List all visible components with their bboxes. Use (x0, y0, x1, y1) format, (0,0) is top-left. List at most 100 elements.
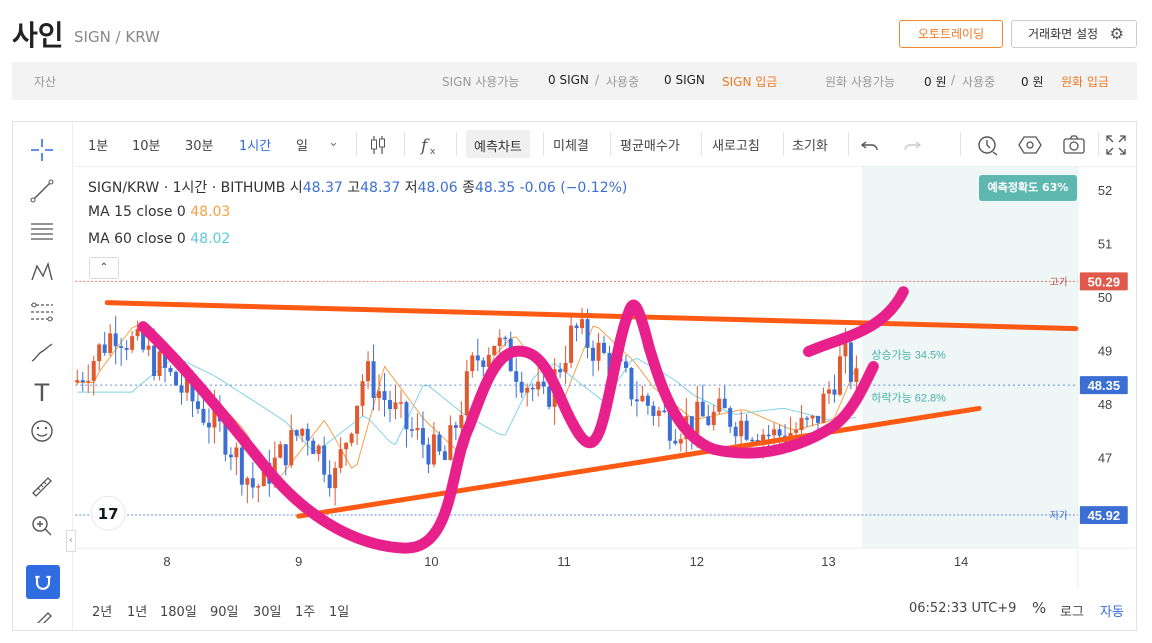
candle-body (234, 447, 239, 458)
range-90d[interactable]: 90일 (210, 605, 239, 620)
candle-body (558, 369, 563, 373)
log-toggle[interactable]: 로그 (1060, 605, 1084, 620)
refresh-button[interactable]: 새로고침 (712, 139, 760, 154)
emoji-icon[interactable] (27, 417, 57, 447)
candle-body (481, 360, 486, 367)
candle-body (141, 328, 146, 350)
collapse-sidebar-button[interactable]: ‹ (66, 530, 76, 552)
divider (960, 132, 961, 156)
fibonacci-icon[interactable] (27, 298, 57, 328)
average-buy-price-button[interactable]: 평균매수가 (620, 139, 680, 154)
candle-body (854, 368, 859, 382)
candle-body (75, 380, 80, 383)
sign-available-value: 0 SIGN (548, 73, 589, 87)
interval-1h[interactable]: 1시간 (239, 139, 272, 154)
range-1d[interactable]: 1일 (329, 605, 350, 620)
legend-close: 48.35 (475, 180, 516, 196)
candle-body (777, 429, 782, 436)
interval-10m[interactable]: 10분 (132, 139, 161, 154)
interval-day[interactable]: 일 (296, 139, 308, 154)
krw-deposit-link[interactable]: 원화 입금 (1061, 75, 1109, 89)
ma15-value: 48.03 (190, 204, 231, 220)
divider (356, 132, 357, 156)
prediction-chart-button[interactable]: 예측차트 (466, 130, 530, 158)
assets-bar: 자산 SIGN 사용가능 0 SIGN / 사용중 0 SIGN SIGN 입금… (12, 62, 1137, 100)
reset-button[interactable]: 초기화 (792, 139, 828, 154)
krw-available-value: 0 원 (924, 75, 947, 89)
legend-title: SIGN/KRW · 1시간 · BITHUMB (88, 180, 286, 196)
krw-in-use-value: 0 원 (1021, 75, 1044, 89)
sign-deposit-link[interactable]: SIGN 입금 (722, 75, 778, 89)
candle-body (843, 342, 848, 357)
candle-body (695, 401, 700, 434)
collapse-legend-button[interactable]: ⌃ (89, 257, 119, 279)
candle-body (832, 389, 837, 395)
price-tick: 49 (1098, 343, 1112, 358)
high-level-value: 50.29 (1088, 274, 1120, 289)
candle-body (415, 428, 420, 431)
candle-body (492, 346, 497, 355)
candle-body (585, 319, 590, 348)
camera-icon[interactable] (1062, 133, 1086, 157)
pattern-icon[interactable] (27, 258, 57, 288)
candle-body (289, 430, 294, 466)
ruler-icon[interactable] (27, 473, 57, 503)
candle-body (239, 447, 244, 485)
candle-body (689, 416, 694, 434)
trading-settings-button[interactable]: 거래화면 설정 ⚙ (1011, 20, 1137, 48)
crosshair-icon[interactable] (27, 136, 57, 166)
alert-clock-icon[interactable] (976, 133, 1000, 157)
legend-change: -0.06 (−0.12%) (519, 180, 628, 196)
interval-30m[interactable]: 30분 (185, 139, 214, 154)
candle-body (124, 347, 129, 350)
magnet-icon[interactable] (26, 565, 60, 599)
candle-body (623, 361, 628, 368)
redo-icon[interactable] (900, 133, 924, 157)
ma60-value: 48.02 (190, 231, 231, 247)
price-chart[interactable]: 고가 50.29 48.35 저가 45.92 52 51 50 49 48 47 8 9 10 11 12… (74, 166, 1137, 588)
chevron-down-icon[interactable]: ⌄ (328, 135, 339, 150)
candle-body (168, 367, 173, 372)
time-tick: 8 (163, 554, 170, 569)
brush-icon[interactable] (27, 339, 57, 369)
candlestick-icon[interactable] (366, 133, 390, 157)
divider (543, 132, 544, 156)
range-30d[interactable]: 30일 (253, 605, 282, 620)
candle-body (338, 449, 343, 468)
candle-body (316, 445, 321, 454)
candle-body (497, 337, 502, 347)
candle-body (371, 361, 376, 398)
zoom-in-icon[interactable] (27, 512, 57, 542)
divider (404, 132, 405, 156)
trendline-icon[interactable] (27, 177, 57, 207)
auto-trading-button[interactable]: 오토트레이딩 (899, 20, 1003, 48)
text-icon[interactable]: T (34, 379, 50, 407)
undo-icon[interactable] (858, 133, 882, 157)
candle-body (678, 439, 683, 444)
prediction-accuracy-badge: 예측정확도 63% (979, 175, 1077, 201)
open-orders-button[interactable]: 미체결 (553, 139, 589, 154)
candle-body (536, 381, 541, 390)
price-tick: 48 (1098, 397, 1112, 412)
pencil-icon[interactable] (27, 605, 57, 623)
hexagon-settings-icon[interactable] (1018, 133, 1042, 157)
range-180d[interactable]: 180일 (160, 605, 197, 620)
slash: / (951, 73, 956, 87)
range-1y[interactable]: 1년 (127, 605, 148, 620)
candle-body (503, 337, 508, 340)
parallel-lines-icon[interactable] (27, 217, 57, 247)
candle-body (360, 381, 365, 406)
auto-toggle[interactable]: 자동 (1100, 605, 1124, 620)
interval-1m[interactable]: 1분 (88, 139, 109, 154)
tradingview-logo-mark: 17 (98, 505, 119, 523)
fullscreen-icon[interactable] (1104, 133, 1128, 157)
percent-toggle[interactable]: % (1032, 599, 1047, 617)
range-1w[interactable]: 1주 (295, 605, 316, 620)
range-2y[interactable]: 2년 (92, 605, 113, 620)
candle-body (80, 380, 85, 383)
candle-body (750, 439, 755, 442)
candle-body (311, 440, 316, 454)
legend-high-label: 고 (347, 180, 361, 196)
candle-body (448, 425, 453, 460)
